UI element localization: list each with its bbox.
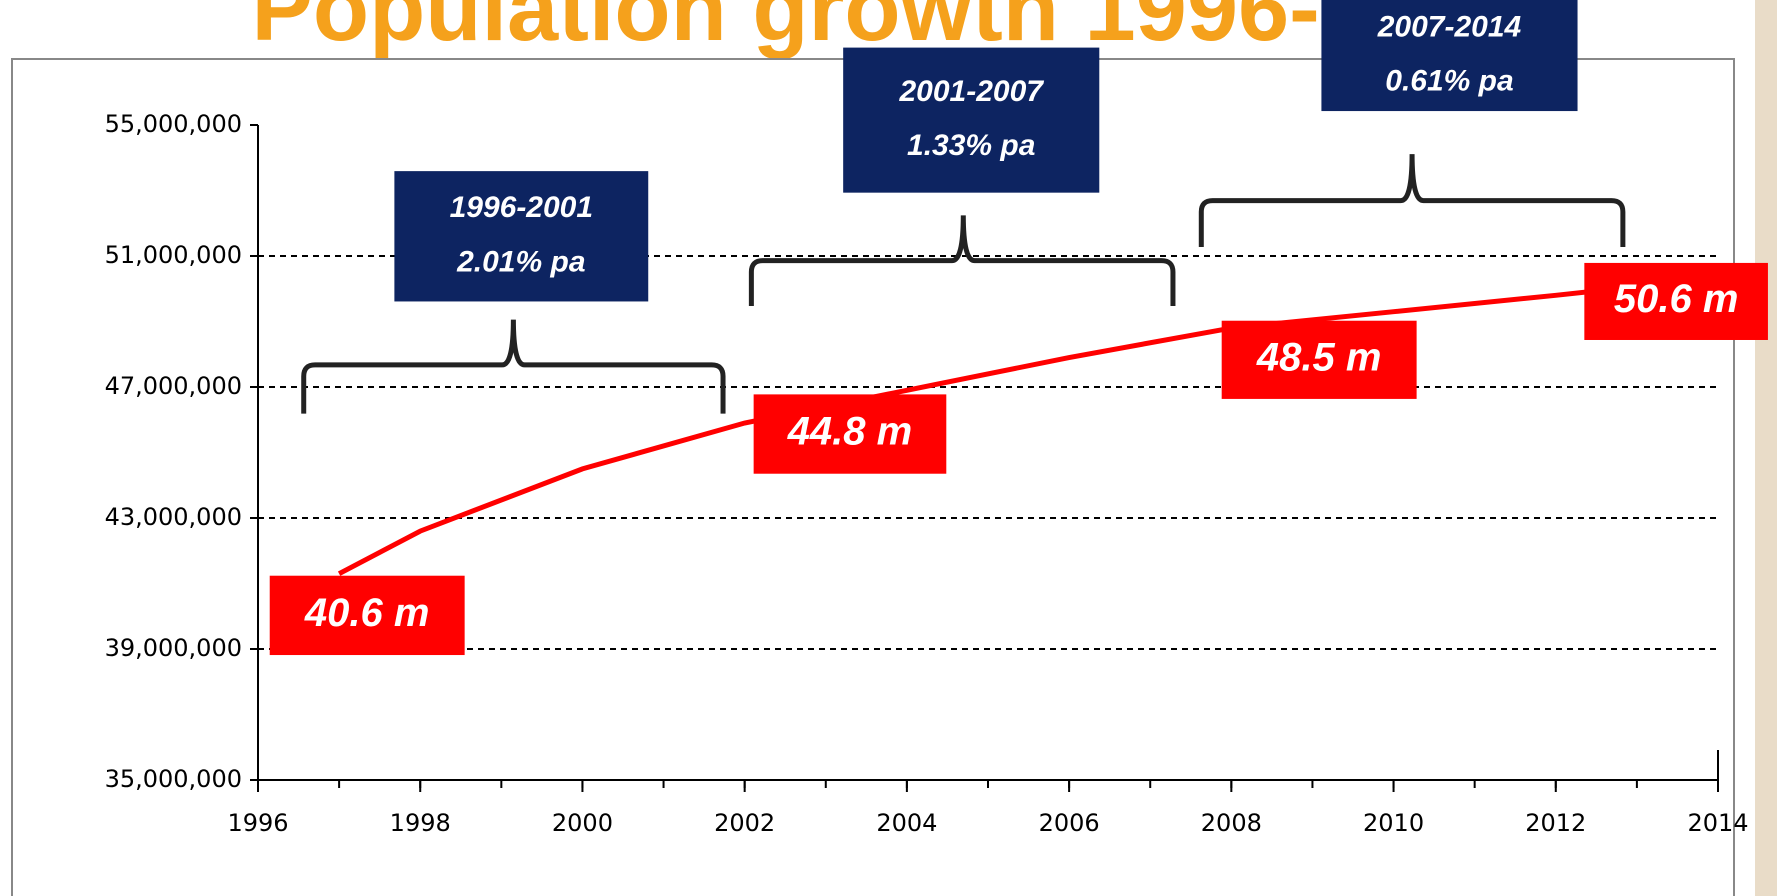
period-box	[1321, 0, 1578, 112]
y-tick-label: 39,000,000	[105, 634, 242, 662]
period-rate: 1.33% pa	[907, 129, 1035, 162]
y-tick-label: 51,000,000	[105, 241, 242, 269]
point-label-box	[1584, 262, 1768, 340]
point-label-box	[269, 575, 465, 656]
population-line	[337, 279, 1678, 576]
x-tick-label: 1996	[227, 809, 288, 837]
x-tick-label: 2004	[876, 809, 937, 837]
x-tick-label: 2010	[1363, 809, 1424, 837]
x-tick-label: 2014	[1687, 809, 1748, 837]
y-tick-label: 43,000,000	[105, 503, 242, 531]
y-tick-label: 55,000,000	[105, 110, 242, 138]
point-label-box	[1221, 320, 1417, 399]
period-box	[394, 171, 649, 302]
brace	[301, 319, 726, 414]
background-photo-edge	[1755, 0, 1777, 896]
x-tick-label: 2012	[1525, 809, 1586, 837]
point-label-box	[753, 394, 947, 474]
period-range: 2001-2007	[898, 75, 1044, 108]
period-rate: 0.61% pa	[1385, 65, 1513, 98]
period-range: 2007-2014	[1377, 10, 1522, 43]
brace	[1198, 154, 1626, 248]
period-range: 1996-2001	[450, 191, 593, 224]
period-box	[843, 47, 1100, 193]
x-tick-label: 2008	[1201, 809, 1262, 837]
x-tick-label: 2000	[552, 809, 613, 837]
period-rate: 2.01% pa	[456, 245, 585, 278]
x-tick-label: 2006	[1039, 809, 1100, 837]
x-tick-label: 2002	[714, 809, 775, 837]
point-label: 44.8 m	[787, 410, 913, 454]
point-label: 40.6 m	[304, 591, 430, 635]
y-tick-label: 35,000,000	[105, 765, 242, 793]
x-tick-label: 1998	[390, 809, 451, 837]
point-label: 48.5 m	[1256, 335, 1382, 379]
y-tick-label: 47,000,000	[105, 372, 242, 400]
point-label: 50.6 m	[1614, 277, 1739, 321]
